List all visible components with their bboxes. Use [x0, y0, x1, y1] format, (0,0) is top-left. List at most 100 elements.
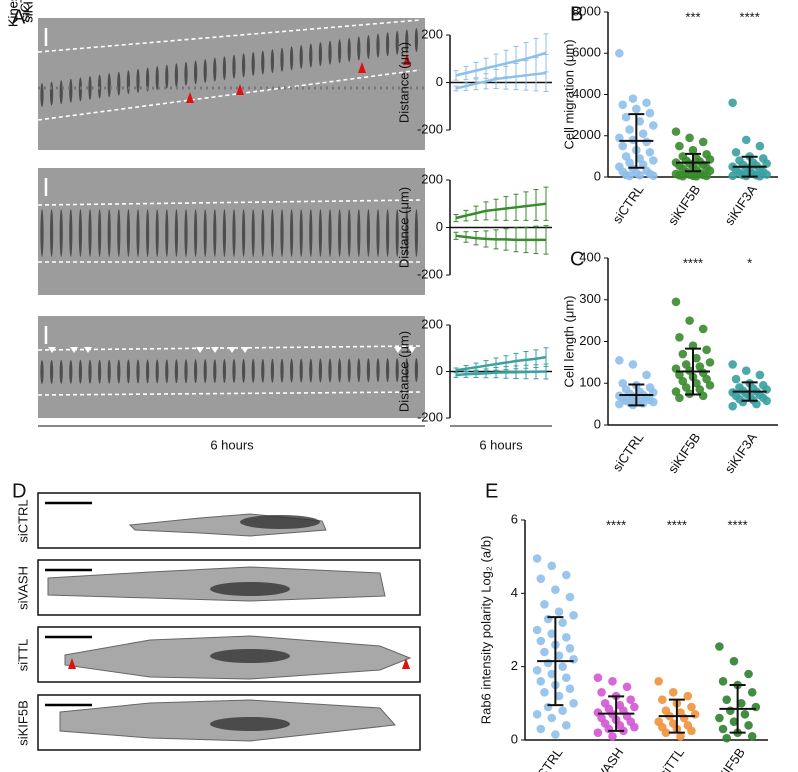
cell-glyph: [213, 359, 217, 384]
arrowhead: [402, 658, 410, 669]
data-point: [692, 353, 701, 363]
data-point: [747, 688, 757, 697]
data-point: [744, 721, 753, 730]
data-point: [532, 666, 542, 675]
cell-glyph: [299, 44, 303, 69]
cell-glyph: [146, 67, 150, 92]
data-point: [698, 137, 708, 147]
arrowhead: [408, 347, 416, 353]
cell-body: [240, 515, 320, 529]
data-point: [678, 349, 688, 359]
error-bar: [533, 364, 539, 380]
data-point: [625, 125, 634, 134]
arrowhead: [403, 54, 411, 65]
arrowhead: [84, 347, 92, 353]
cell-glyph: [386, 209, 390, 257]
error-bar: [668, 698, 685, 734]
data-point: [630, 702, 639, 712]
data-point: [751, 702, 761, 712]
significance: ****: [683, 255, 703, 270]
data-point: [715, 642, 724, 651]
data-point: [698, 391, 708, 401]
data-point: [731, 147, 741, 157]
data-point: [554, 651, 564, 660]
data-point: [547, 629, 557, 638]
data-point: [726, 706, 735, 715]
cell-glyph: [88, 75, 92, 100]
cell-glyph: [78, 359, 82, 384]
data-point: [638, 129, 648, 138]
cell-glyph: [395, 209, 399, 257]
y-tick-label: 0: [436, 74, 443, 89]
data-point: [722, 695, 731, 704]
error-bar: [685, 152, 701, 173]
cell-glyph: [126, 209, 130, 257]
y-tick-label: 6000: [572, 45, 601, 60]
cell-glyph: [414, 358, 418, 382]
data-point: [718, 724, 728, 734]
data-point: [702, 171, 711, 181]
cell-glyph: [347, 209, 351, 257]
x-tick-label: siKIF3A: [722, 182, 761, 228]
data-point: [649, 156, 658, 165]
cell-glyph: [357, 36, 361, 61]
cell-glyph: [414, 28, 418, 52]
cell-glyph: [376, 33, 380, 58]
x-tick-label: siKIF3A: [722, 430, 761, 476]
cell-glyph: [251, 358, 255, 383]
error-bar: [523, 191, 529, 221]
data-point: [615, 48, 624, 58]
cell-glyph: [232, 209, 236, 257]
panel-label: B: [570, 3, 583, 25]
cell-glyph: [299, 358, 303, 383]
cell-glyph: [261, 209, 265, 257]
cell-glyph: [184, 209, 188, 257]
data-point: [635, 117, 645, 126]
data-point: [615, 399, 624, 409]
data-point: [536, 724, 546, 734]
x-tick-label: siKIF5B: [665, 182, 703, 228]
data-point: [692, 172, 701, 181]
cell-glyph: [165, 209, 169, 257]
data-point: [741, 135, 751, 145]
data-point: [744, 669, 753, 679]
data-point: [630, 722, 639, 732]
cell-glyph: [309, 43, 313, 68]
error-bar: [729, 684, 746, 734]
row-label: siKIF3A: [20, 0, 35, 23]
cell-glyph: [405, 209, 409, 257]
cell-glyph: [155, 209, 159, 257]
cell-glyph: [213, 209, 217, 257]
data-point: [762, 170, 771, 179]
data-point: [702, 345, 711, 355]
cell-glyph: [299, 209, 303, 257]
cell-glyph: [386, 32, 390, 57]
data-point: [741, 366, 751, 376]
error-bar: [628, 113, 645, 169]
data-point: [554, 607, 564, 616]
error-bar: [543, 53, 549, 93]
data-point: [569, 655, 578, 664]
row-label: siKIF5B: [15, 700, 30, 746]
cell-glyph: [347, 358, 351, 383]
cell-glyph: [280, 209, 284, 257]
data-point: [626, 695, 636, 704]
cell-glyph: [242, 53, 246, 78]
cell-glyph: [251, 51, 255, 76]
data-point: [558, 706, 567, 715]
arrowhead: [228, 347, 236, 353]
cell-glyph: [366, 35, 370, 60]
data-point: [729, 717, 739, 726]
cell-outline: [37, 391, 421, 396]
arrowhead: [358, 62, 366, 73]
data-point: [618, 141, 628, 151]
cell-glyph: [357, 358, 361, 383]
cell-glyph: [270, 358, 274, 383]
error-bar: [493, 198, 499, 221]
cell-glyph: [328, 358, 332, 383]
cell-outline: [37, 19, 421, 53]
data-point: [728, 360, 737, 369]
data-point: [543, 702, 553, 712]
error-bar: [608, 695, 625, 732]
